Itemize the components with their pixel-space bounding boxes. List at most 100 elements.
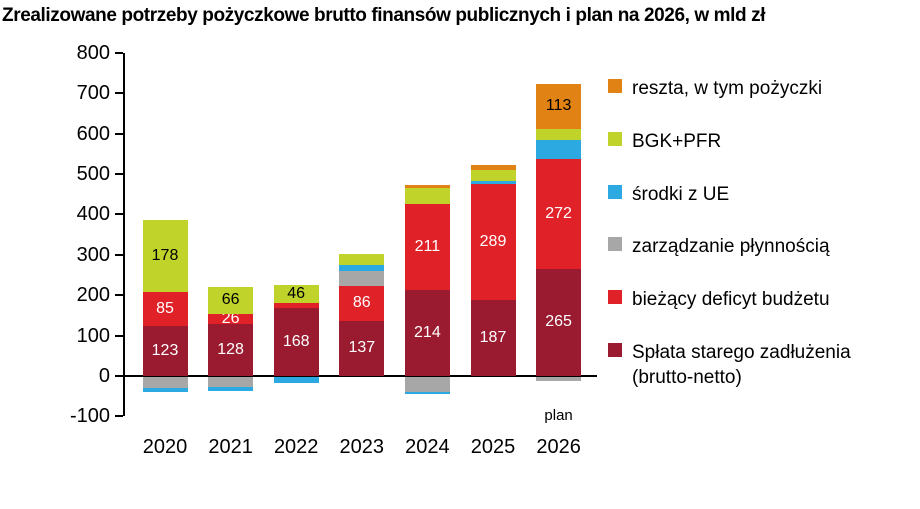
legend-swatch (608, 184, 622, 199)
data-label: 26 (221, 310, 240, 328)
x-axis-label: 2022 (273, 436, 319, 458)
x-axis-label: 2020 (142, 436, 188, 458)
legend-swatch (608, 131, 622, 146)
bar-segment (273, 377, 319, 384)
y-axis-tick (115, 213, 123, 216)
y-axis-tick (115, 92, 123, 95)
data-label: 168 (282, 333, 310, 351)
bar-segment (339, 285, 385, 321)
bar-segment (470, 300, 516, 376)
bar-segment (339, 253, 385, 265)
legend-swatch (608, 290, 622, 305)
data-label: 113 (545, 97, 572, 115)
bar-segment (536, 129, 582, 141)
bar-segment (273, 284, 319, 304)
y-axis-tick (115, 132, 123, 135)
bar-segment (404, 391, 450, 394)
bar-segment (273, 308, 319, 376)
legend-label: reszta, w tym pożyczki (632, 78, 823, 99)
bar-segment (404, 188, 450, 205)
y-axis-label: 500 (76, 163, 110, 185)
legend-item: bieżący deficyt budżetu (608, 287, 910, 312)
data-label: 289 (479, 233, 507, 251)
y-axis-label: 0 (98, 365, 110, 387)
bar-segment (339, 270, 385, 286)
x-axis-label: 2025 (470, 436, 516, 458)
data-label: 66 (221, 291, 240, 309)
legend-swatch (608, 343, 622, 357)
data-label: 272 (545, 204, 572, 222)
data-label: 187 (479, 329, 507, 347)
legend-item: reszta, w tym pożyczki (608, 76, 910, 101)
data-label: 137 (348, 339, 376, 357)
data-label: 211 (414, 237, 441, 255)
legend-item: zarządzanie płynnością (608, 234, 910, 259)
bar-segment (404, 377, 450, 392)
bar-segment (142, 291, 188, 327)
y-axis-tick (115, 334, 123, 337)
legend-label: Spłata starego zadłużenia (brutto-netto) (632, 342, 851, 388)
bar-segment (208, 287, 254, 314)
y-axis-label: 400 (76, 203, 110, 226)
x-axis-label: 2021 (208, 436, 253, 458)
bar-segment (404, 204, 450, 290)
x-axis-label: 2024 (405, 436, 450, 458)
x-axis-label: 2023 (339, 436, 385, 458)
y-axis-label: 300 (76, 243, 110, 266)
y-axis-label: 700 (76, 82, 110, 105)
y-axis-tick (115, 253, 123, 256)
bar-segment (273, 303, 319, 309)
y-axis-tick (115, 415, 123, 418)
legend-label: bieżący deficyt budżetu (632, 289, 830, 311)
bar-segment (536, 268, 582, 376)
bar-segment (339, 320, 385, 376)
legend-swatch (608, 237, 622, 252)
legend-label: środki z UE (632, 183, 730, 205)
bar-segment (142, 377, 188, 388)
bar-segment (142, 326, 188, 376)
y-axis-tick (115, 375, 123, 377)
data-label: 265 (545, 313, 572, 331)
bar-segment (536, 377, 582, 382)
chart-title: Zrealizowane potrzeby pożyczkowe brutto … (2, 5, 766, 26)
bar-segment (142, 220, 188, 292)
zero-baseline (125, 375, 598, 377)
data-label: 214 (414, 323, 441, 341)
bar-segment (470, 183, 516, 301)
bar-segment (536, 83, 582, 130)
data-label: 46 (287, 284, 306, 302)
y-axis-tick (115, 294, 123, 297)
y-axis-label: 600 (76, 122, 110, 145)
y-axis-label: 800 (76, 41, 110, 64)
y-axis-label: 200 (76, 284, 110, 307)
y-axis-line (123, 52, 125, 417)
bar-segment (470, 165, 516, 170)
y-axis-label: 100 (76, 324, 110, 347)
data-label: 85 (156, 300, 174, 318)
plan-annotation: plan (544, 407, 573, 424)
bar-segment (536, 159, 582, 269)
bar-segment (404, 289, 450, 376)
data-label: 178 (151, 247, 179, 264)
legend-item: BGK+PFR (608, 129, 910, 154)
bar-segment (208, 324, 254, 376)
data-label: 128 (217, 341, 244, 359)
y-axis-tick (115, 173, 123, 175)
bar-segment (470, 180, 516, 184)
bar-segment (208, 377, 254, 387)
data-label: 86 (352, 294, 371, 312)
y-axis-label: -100 (69, 405, 110, 428)
legend-label: zarządzanie płynnością (632, 236, 830, 258)
bar-segment (142, 387, 188, 392)
x-axis-label: 2026 (536, 436, 581, 458)
y-axis-tick (115, 51, 123, 54)
legend-item: środki z UE (608, 182, 910, 207)
bar-segment (536, 140, 582, 160)
legend-item: Spłata starego zadłużenia (brutto-netto) (608, 340, 910, 390)
legend-swatch (608, 79, 622, 93)
bar-segment (339, 264, 385, 271)
data-label: 123 (151, 342, 179, 360)
bar-segment (404, 184, 450, 189)
legend-label: BGK+PFR (632, 130, 722, 152)
